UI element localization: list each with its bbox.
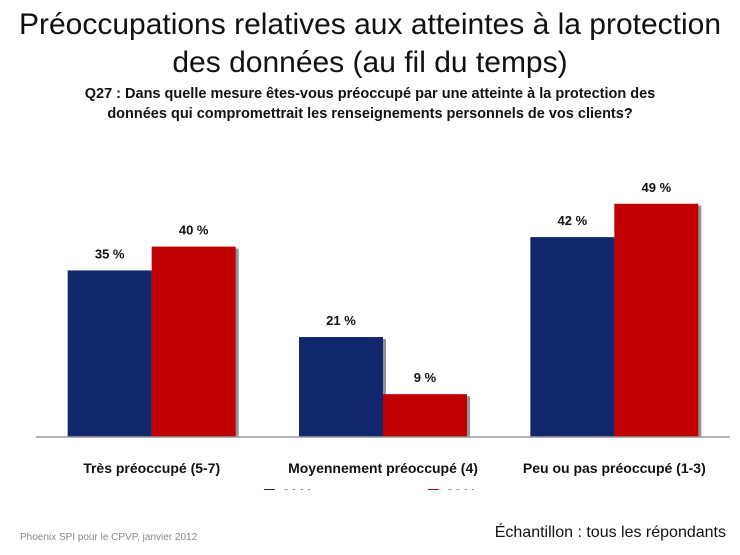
data-label: 35 % — [95, 246, 125, 261]
legend-swatch-2010 — [264, 489, 275, 490]
data-label: 9 % — [414, 370, 437, 385]
legend-swatch-2011 — [428, 489, 439, 490]
source-note: Phoenix SPI pour le CPVP, janvier 2012 — [20, 532, 198, 543]
bar-2011 — [151, 246, 236, 437]
page-title: Préoccupations relatives aux atteintes à… — [0, 6, 740, 82]
bar-2010 — [530, 237, 615, 437]
data-label: 40 % — [179, 223, 209, 238]
bar-2010 — [67, 270, 152, 437]
category-label: Peu ou pas préoccupé (1-3) — [523, 460, 706, 476]
question-text: Q27 : Dans quelle mesure êtes-vous préoc… — [30, 84, 710, 124]
category-label: Moyennement préoccupé (4) — [288, 460, 478, 476]
bar-2011 — [614, 203, 699, 437]
bar-2011 — [383, 394, 467, 437]
data-label: 49 % — [642, 180, 672, 195]
question-line-1: Q27 : Dans quelle mesure êtes-vous préoc… — [84, 86, 656, 102]
data-label: 42 % — [558, 213, 588, 228]
title-line-1: Préoccupations relatives aux atteintes à… — [18, 8, 722, 41]
data-label: 21 % — [326, 313, 356, 328]
question-line-2: données qui compromettrait les renseigne… — [107, 106, 633, 122]
legend-label-2011: 2011 — [446, 486, 477, 490]
bar-2010 — [299, 337, 383, 437]
sample-note: Échantillon : tous les répondants — [494, 524, 726, 541]
bar-chart: 35 % 40 % Très préoccupé (5-7) 21 % 9 % Moyen… — [36, 180, 730, 490]
title-line-2: des données (au fil du temps) — [172, 46, 568, 79]
category-label: Très préoccupé (5-7) — [83, 460, 220, 476]
legend-label-2010: 2010 — [282, 486, 313, 490]
